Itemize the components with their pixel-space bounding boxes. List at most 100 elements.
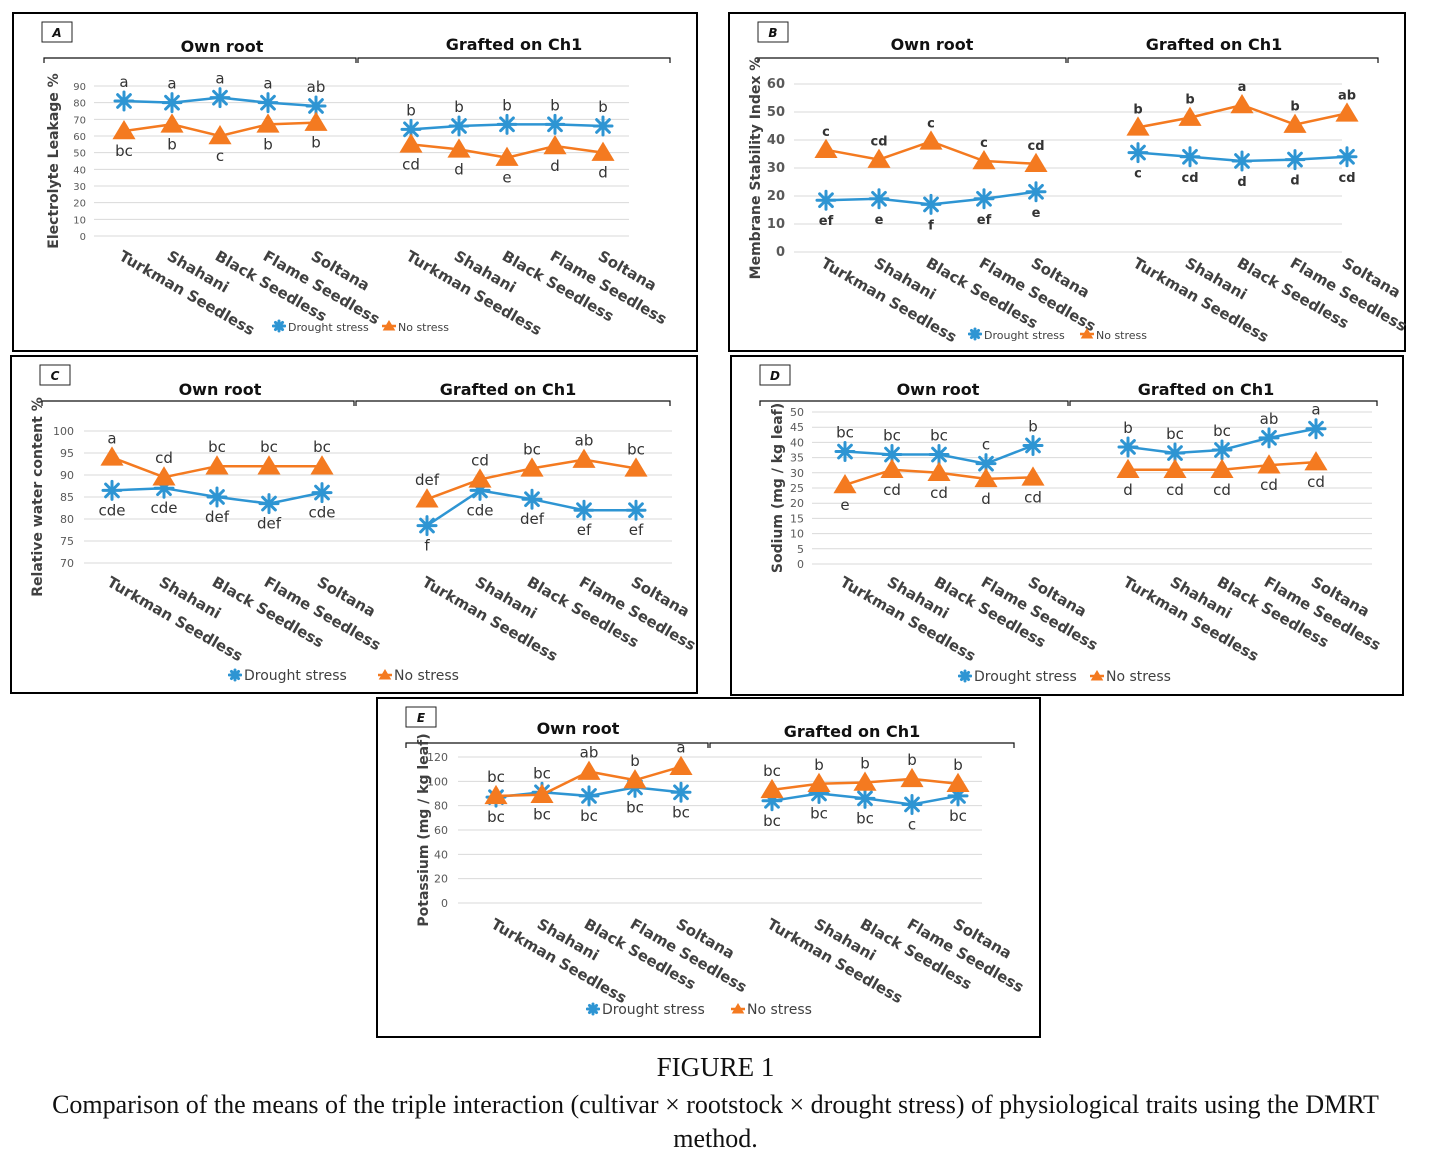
marker-drought [1284, 149, 1306, 171]
significance-label: bc [523, 440, 541, 458]
marker-drought [1025, 181, 1047, 203]
marker-drought [670, 781, 692, 803]
marker-drought [973, 188, 995, 210]
group-title: Own root [181, 37, 264, 56]
marker-drought [573, 499, 595, 521]
significance-label: cd [155, 449, 173, 467]
y-tick-label: 120 [427, 751, 448, 764]
significance-label: ab [1260, 410, 1279, 428]
significance-label: bc [672, 803, 690, 821]
legend-label: No stress [1096, 329, 1147, 342]
marker-nostress [520, 457, 544, 477]
significance-label: cd [402, 155, 420, 173]
marker-drought [257, 92, 279, 114]
significance-label: b [454, 98, 464, 116]
legend-label: No stress [747, 1002, 812, 1018]
significance-label: b [953, 756, 963, 774]
significance-label: cd [471, 451, 489, 469]
group-bracket [355, 400, 671, 406]
group-title: Own root [179, 380, 262, 399]
y-tick-label: 95 [60, 447, 74, 460]
y-tick-label: 40 [73, 165, 86, 176]
marker-nostress [399, 133, 423, 153]
marker-nostress [833, 473, 857, 494]
group-title: Own root [897, 380, 980, 399]
marker-drought [868, 188, 890, 210]
significance-label: b [167, 135, 177, 153]
significance-label: f [928, 218, 934, 233]
panel-c: C Own root Grafted on Ch1 70 75 80 85 90 95 100 Re… [10, 355, 699, 694]
marker-drought [928, 444, 950, 466]
y-tick-label: 15 [790, 512, 804, 525]
y-tick-label: 30 [790, 467, 804, 480]
legend-nostress-icon [378, 669, 392, 680]
group-title: Grafted on Ch1 [440, 380, 577, 399]
legend-item-drought: Drought stress [586, 1002, 705, 1018]
significance-label: bc [260, 438, 278, 456]
y-tick-label: 40 [767, 133, 785, 148]
chart-a: A Own root Grafted on Ch1 0 10 20 30 40 50 60 70 80… [41, 21, 671, 339]
marker-drought [815, 189, 837, 211]
chart-b: B Own root Grafted on Ch1 0 10 20 30 40 50 60Memb… [748, 21, 1408, 346]
significance-label: c [822, 125, 830, 140]
significance-label: cd [1338, 171, 1355, 186]
chart-c: C Own root Grafted on Ch1 70 75 80 85 90 95 100 Re… [30, 364, 699, 684]
marker-nostress [1210, 458, 1234, 479]
significance-label: b [550, 96, 560, 114]
marker-nostress [867, 148, 891, 168]
significance-label: b [598, 98, 608, 116]
legend-nostress-icon [731, 1003, 745, 1014]
chart-d: D Own root Grafted on Ch1 0 5 10 15 20 25 30 35 40 4… [759, 364, 1384, 685]
significance-label: b [630, 752, 640, 770]
marker-nostress [112, 120, 136, 140]
significance-label: c [927, 116, 935, 131]
marker-nostress [974, 467, 998, 488]
significance-label: bc [208, 438, 226, 456]
significance-label: cd [1027, 139, 1044, 154]
marker-nostress [1230, 94, 1254, 114]
group-title: Grafted on Ch1 [1138, 380, 1275, 399]
significance-label: bc [763, 812, 781, 830]
marker-nostress [1021, 466, 1045, 486]
significance-label: d [550, 157, 560, 175]
significance-label: bc [626, 798, 644, 816]
marker-drought [1305, 418, 1327, 440]
group-bracket [1067, 57, 1379, 63]
panel-badge: C [39, 364, 71, 386]
significance-label: b [1123, 419, 1133, 437]
y-tick-label: 20 [73, 199, 86, 210]
legend-nostress-icon [1080, 328, 1094, 339]
y-tick-label: 50 [790, 406, 804, 419]
significance-label: bc [930, 427, 948, 445]
marker-nostress [495, 146, 519, 166]
y-tick-label: 40 [434, 848, 448, 861]
significance-label: bc [856, 809, 874, 827]
significance-label: e [840, 496, 849, 514]
marker-drought [448, 115, 470, 137]
significance-label: ab [580, 744, 599, 762]
significance-label: ab [307, 78, 326, 96]
marker-drought [625, 499, 647, 521]
legend-item-nostress: No stress [1080, 328, 1147, 342]
significance-label: def [520, 510, 545, 528]
y-tick-label: 10 [790, 528, 804, 541]
legend-label: Drought stress [288, 321, 369, 334]
group-title: Grafted on Ch1 [446, 35, 583, 54]
marker-drought [1179, 146, 1201, 168]
marker-drought [901, 793, 923, 815]
marker-drought [258, 493, 280, 515]
y-tick-label: 5 [797, 543, 804, 556]
y-tick-label: 80 [434, 800, 448, 813]
y-tick-label: 10 [767, 217, 785, 232]
y-tick-label: 60 [767, 77, 785, 92]
significance-label: bc [1213, 422, 1231, 440]
marker-drought [854, 787, 876, 809]
significance-label: b [263, 135, 273, 153]
y-tick-label: 70 [73, 115, 86, 126]
significance-label: b [1133, 102, 1142, 117]
group-title: Own root [891, 35, 974, 54]
significance-label: bc [627, 440, 645, 458]
significance-label: cd [1213, 481, 1231, 499]
y-tick-label: 35 [790, 452, 804, 465]
group-bracket [757, 57, 1067, 63]
